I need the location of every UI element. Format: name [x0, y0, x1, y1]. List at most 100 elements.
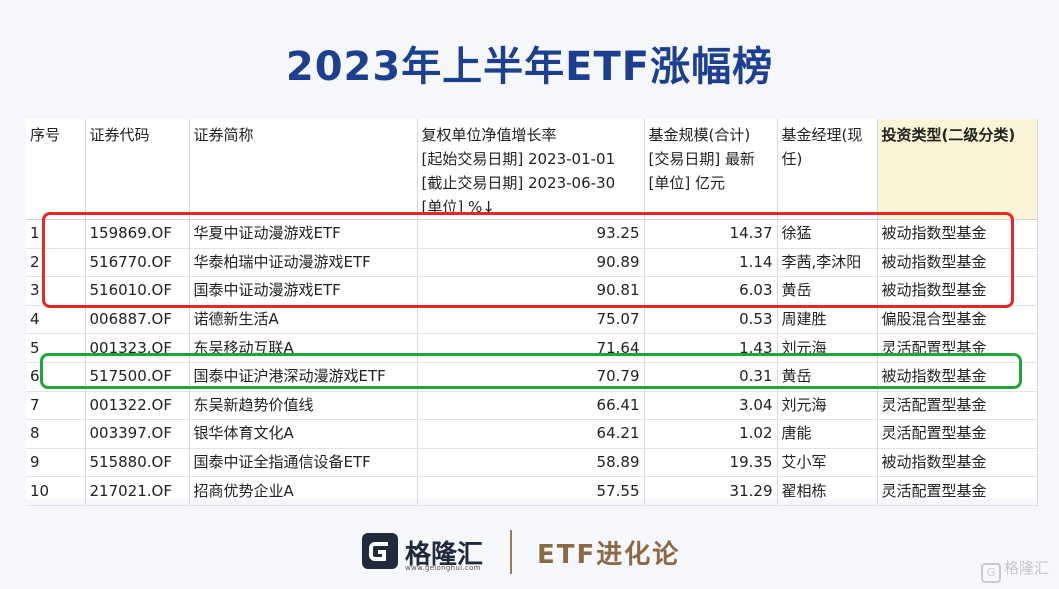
cell-index: 7: [26, 391, 86, 421]
cell-index: 4: [26, 305, 86, 335]
cell-manager: 艾小军: [777, 448, 878, 478]
cell-code: 516010.OF: [85, 276, 190, 306]
etf-ranking-table-container: 序号 证券代码 证券简称 复权单位净值增长率 [起始交易日期] 2023-01-…: [26, 119, 1038, 506]
table-row[interactable]: 4 006887.OF 诺德新生活A 75.07 0.53 周建胜 偏股混合型基金: [26, 305, 1038, 335]
etf-ranking-table: 序号 证券代码 证券简称 复权单位净值增长率 [起始交易日期] 2023-01-…: [26, 119, 1038, 506]
cell-name: 华泰柏瑞中证动漫游戏ETF: [189, 248, 418, 278]
watermark: G 格隆汇: [980, 557, 1049, 583]
cell-code: 006887.OF: [85, 305, 190, 335]
cell-type: 灵活配置型基金: [877, 419, 1038, 449]
header-investment-type[interactable]: 投资类型(二级分类): [877, 119, 1038, 220]
cell-code: 516770.OF: [85, 248, 190, 278]
cell-code: 517500.OF: [85, 362, 190, 392]
page-title: 2023年上半年ETF涨幅榜: [285, 44, 774, 90]
cell-type: 被动指数型基金: [877, 219, 1038, 249]
cell-growth-rate: 90.89: [417, 248, 645, 278]
cell-growth-rate: 57.55: [417, 476, 645, 506]
cell-manager: 周建胜: [777, 305, 878, 335]
table-row[interactable]: 7 001322.OF 东吴新趋势价值线 66.41 3.04 刘元海 灵活配置型基金: [26, 391, 1038, 421]
logo-url: www.gelonghui.com: [405, 564, 481, 572]
table-row[interactable]: 9 515880.OF 国泰中证全指通信设备ETF 58.89 19.35 艾小军 被动指数…: [26, 448, 1038, 478]
cell-code: 001323.OF: [85, 333, 190, 363]
cell-index: 10: [26, 476, 86, 506]
cell-manager: 李茜,李沐阳: [777, 248, 878, 278]
cell-index: 9: [26, 448, 86, 478]
table-row[interactable]: 3 516010.OF 国泰中证动漫游戏ETF 90.81 6.03 黄岳 被动指数型基金: [26, 276, 1038, 306]
cell-name: 国泰中证动漫游戏ETF: [189, 276, 418, 306]
cell-code: 001322.OF: [85, 391, 190, 421]
cell-fund-size: 19.35: [644, 448, 778, 478]
cell-manager: 徐猛: [777, 219, 878, 249]
watermark-g-icon: G: [980, 563, 1001, 583]
cell-code: 515880.OF: [85, 448, 190, 478]
cell-name: 银华体育文化A: [189, 419, 418, 449]
cell-growth-rate: 71.64: [417, 333, 645, 363]
header-index[interactable]: 序号: [26, 119, 86, 220]
cell-fund-size: 14.37: [644, 219, 778, 249]
cell-index: 1: [26, 219, 86, 249]
cell-growth-rate: 66.41: [417, 391, 645, 421]
cell-name: 国泰中证沪港深动漫游戏ETF: [189, 362, 418, 392]
cell-type: 偏股混合型基金: [877, 305, 1038, 335]
cell-name: 华夏中证动漫游戏ETF: [189, 219, 418, 249]
table-row[interactable]: 8 003397.OF 银华体育文化A 64.21 1.02 唐能 灵活配置型基金: [26, 419, 1038, 449]
gelonghui-logo-icon: [362, 533, 398, 569]
cell-growth-rate: 90.81: [417, 276, 645, 306]
logo-text: 格隆汇: [405, 540, 484, 570]
header-fund-manager[interactable]: 基金经理(现 任): [777, 119, 878, 220]
cell-fund-size: 6.03: [644, 276, 778, 306]
header-code[interactable]: 证券代码: [85, 119, 190, 220]
table-row[interactable]: 1 159869.OF 华夏中证动漫游戏ETF 93.25 14.37 徐猛 被动指数型基金: [26, 219, 1038, 249]
table-body: 1 159869.OF 华夏中证动漫游戏ETF 93.25 14.37 徐猛 被动指数型基金…: [26, 219, 1038, 506]
cell-fund-size: 1.02: [644, 419, 778, 449]
cell-type: 被动指数型基金: [877, 248, 1038, 278]
cell-fund-size: 3.04: [644, 391, 778, 421]
header-fund-size[interactable]: 基金规模(合计) [交易日期] 最新 [单位] 亿元: [644, 119, 778, 220]
table-row[interactable]: 5 001323.OF 东吴移动互联A 71.64 1.43 刘元海 灵活配置型基金: [26, 333, 1038, 363]
cell-index: 5: [26, 333, 86, 363]
cell-type: 灵活配置型基金: [877, 391, 1038, 421]
cell-type: 灵活配置型基金: [877, 476, 1038, 506]
cell-type: 被动指数型基金: [877, 276, 1038, 306]
footer: 格隆汇 www.gelonghui.com ETF进化论: [0, 524, 1059, 584]
cell-growth-rate: 58.89: [417, 448, 645, 478]
cell-type: 被动指数型基金: [877, 448, 1038, 478]
cell-manager: 翟相栋: [777, 476, 878, 506]
cell-manager: 黄岳: [777, 362, 878, 392]
cell-manager: 唐能: [777, 419, 878, 449]
table-header-row: 序号 证券代码 证券简称 复权单位净值增长率 [起始交易日期] 2023-01-…: [26, 119, 1038, 220]
cell-fund-size: 0.31: [644, 362, 778, 392]
cell-fund-size: 31.29: [644, 476, 778, 506]
table-row[interactable]: 2 516770.OF 华泰柏瑞中证动漫游戏ETF 90.89 1.14 李茜,李沐阳 被动…: [26, 248, 1038, 278]
cell-code: 159869.OF: [85, 219, 190, 249]
table-row[interactable]: 6 517500.OF 国泰中证沪港深动漫游戏ETF 70.79 0.31 黄岳 被动指数型…: [26, 362, 1038, 392]
cell-name: 诺德新生活A: [189, 305, 418, 335]
footer-divider: [510, 530, 512, 574]
cell-manager: 黄岳: [777, 276, 878, 306]
cell-fund-size: 1.43: [644, 333, 778, 363]
cell-code: 003397.OF: [85, 419, 190, 449]
cell-name: 东吴移动互联A: [189, 333, 418, 363]
etf-column-tag: ETF进化论: [537, 540, 681, 570]
cell-index: 2: [26, 248, 86, 278]
cell-code: 217021.OF: [85, 476, 190, 506]
cell-index: 8: [26, 419, 86, 449]
cell-index: 3: [26, 276, 86, 306]
cell-growth-rate: 75.07: [417, 305, 645, 335]
cell-growth-rate: 64.21: [417, 419, 645, 449]
cell-type: 被动指数型基金: [877, 362, 1038, 392]
cell-name: 东吴新趋势价值线: [189, 391, 418, 421]
cell-growth-rate: 70.79: [417, 362, 645, 392]
cell-type: 灵活配置型基金: [877, 333, 1038, 363]
header-name[interactable]: 证券简称: [189, 119, 418, 220]
cell-fund-size: 0.53: [644, 305, 778, 335]
cell-fund-size: 1.14: [644, 248, 778, 278]
cell-index: 6: [26, 362, 86, 392]
cell-manager: 刘元海: [777, 333, 878, 363]
cell-manager: 刘元海: [777, 391, 878, 421]
watermark-text: 格隆汇: [1003, 559, 1049, 577]
table-row[interactable]: 10 217021.OF 招商优势企业A 57.55 31.29 翟相栋 灵活配置型基金: [26, 476, 1038, 506]
cell-growth-rate: 93.25: [417, 219, 645, 249]
cell-name: 招商优势企业A: [189, 476, 418, 506]
header-growth-rate[interactable]: 复权单位净值增长率 [起始交易日期] 2023-01-01 [截止交易日期] 2…: [417, 119, 645, 220]
